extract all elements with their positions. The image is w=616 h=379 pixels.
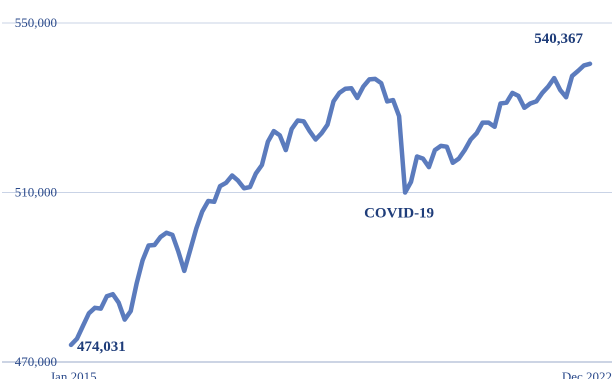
- series-line: [68, 61, 593, 348]
- end-value-label: 540,367: [534, 31, 583, 47]
- y-tick-label: 470,000: [15, 354, 57, 369]
- annotations: 474,031 COVID-19 540,367: [77, 31, 584, 355]
- start-value-label: 474,031: [77, 339, 126, 355]
- x-axis-end-label: Dec 2022: [562, 369, 612, 379]
- y-tick-label: 550,000: [15, 15, 57, 30]
- covid-annotation: COVID-19: [364, 206, 434, 222]
- series-layer: [68, 61, 593, 348]
- x-axis-start-label: Jan 2015: [50, 369, 97, 379]
- gridlines: [2, 22, 612, 363]
- y-tick-label: 510,000: [15, 185, 57, 200]
- y-axis-tick-labels: 470,000 510,000 550,000: [15, 15, 57, 369]
